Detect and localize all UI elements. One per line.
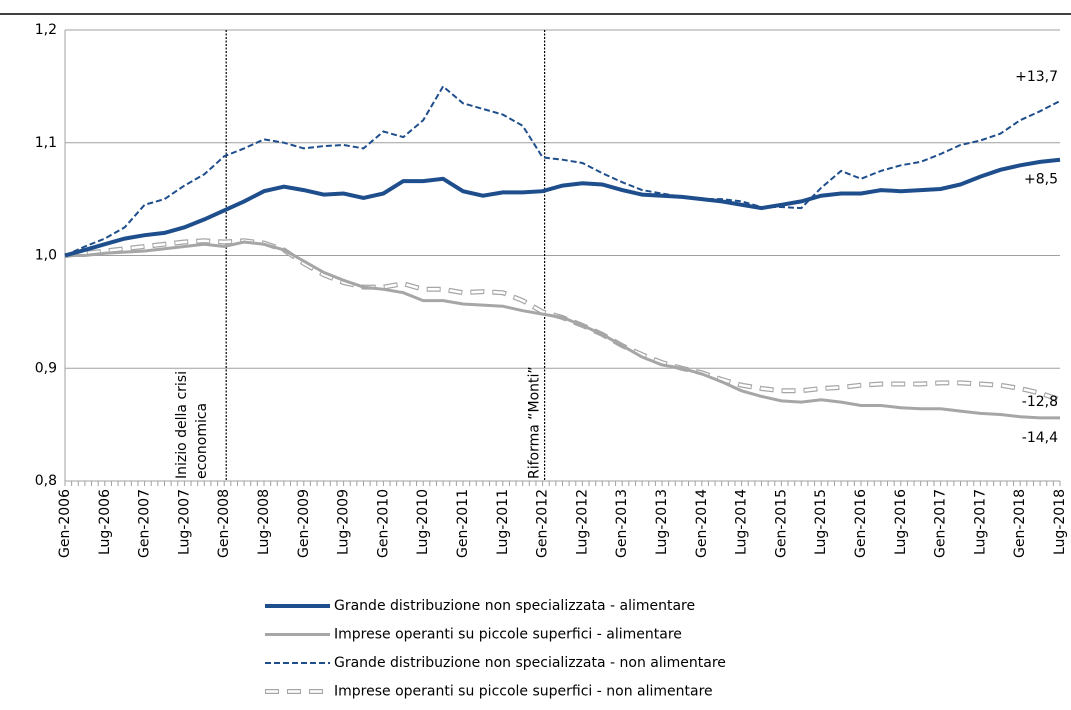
- line-series: [64, 157, 1061, 258]
- x-tick-label: Gen-2017: [933, 489, 949, 558]
- x-tick-label: Gen-2013: [614, 489, 630, 558]
- legend-item: Imprese operanti su piccole superfici - …: [265, 684, 713, 700]
- y-tick-label: 1,1: [35, 135, 57, 151]
- y-tick-label: 1,0: [35, 248, 57, 264]
- x-tick-label: Lug-2012: [574, 489, 590, 555]
- x-tick-label: Gen-2014: [694, 489, 710, 558]
- end-label: -12,8: [1022, 394, 1058, 410]
- x-tick-label: Lug-2009: [336, 489, 352, 555]
- legend-item: Grande distribuzione non specializzata -…: [265, 655, 726, 671]
- legend-item: Grande distribuzione non specializzata -…: [265, 598, 695, 614]
- event-label: economica: [194, 403, 210, 479]
- line-series: [64, 84, 1061, 257]
- x-tick-label: Lug-2016: [893, 489, 909, 555]
- x-tick-label: Lug-2013: [654, 489, 670, 555]
- x-tick-label: Lug-2007: [176, 489, 192, 555]
- event-label: Inizio della crisi: [174, 371, 190, 479]
- x-tick-label: Gen-2008: [216, 489, 232, 558]
- line-series: [64, 238, 1061, 403]
- x-tick-label: Gen-2015: [773, 489, 789, 558]
- legend-label: Grande distribuzione non specializzata -…: [334, 655, 726, 671]
- x-tick-label: Lug-2017: [972, 489, 988, 555]
- line-series: [65, 240, 1060, 420]
- x-tick-label: Lug-2014: [734, 489, 750, 555]
- legend-item: Imprese operanti su piccole superfici - …: [265, 627, 682, 643]
- y-tick-label: 1,2: [35, 22, 57, 38]
- x-tick-label: Gen-2007: [137, 489, 153, 558]
- x-tick-label: Lug-2011: [495, 489, 511, 555]
- x-tick-label: Gen-2006: [57, 489, 73, 558]
- x-tick-label: Gen-2010: [375, 489, 391, 558]
- x-tick-label: Lug-2006: [97, 489, 113, 555]
- end-label: +8,5: [1024, 172, 1058, 188]
- y-tick-label: 0,9: [35, 360, 57, 376]
- x-tick-label: Lug-2010: [415, 489, 431, 555]
- end-label: -14,4: [1022, 430, 1058, 446]
- event-label: Riforma “Monti”: [527, 366, 543, 479]
- x-tick-label: Lug-2015: [813, 489, 829, 555]
- legend-label: Imprese operanti su piccole superfici - …: [334, 684, 713, 700]
- x-tick-label: Gen-2011: [455, 489, 471, 558]
- x-tick-label: Gen-2016: [853, 489, 869, 558]
- legend-label: Grande distribuzione non specializzata -…: [334, 598, 695, 614]
- line-series-inner: [64, 239, 1061, 401]
- x-tick-label: Lug-2018: [1052, 489, 1068, 555]
- end-label: +13,7: [1015, 69, 1058, 85]
- x-tick-label: Gen-2018: [1012, 489, 1028, 558]
- x-tick-label: Lug-2008: [256, 489, 272, 555]
- legend-label: Imprese operanti su piccole superfici - …: [334, 627, 682, 643]
- y-tick-label: 0,8: [35, 473, 57, 489]
- x-tick-label: Gen-2009: [296, 489, 312, 558]
- x-tick-label: Gen-2012: [535, 489, 551, 558]
